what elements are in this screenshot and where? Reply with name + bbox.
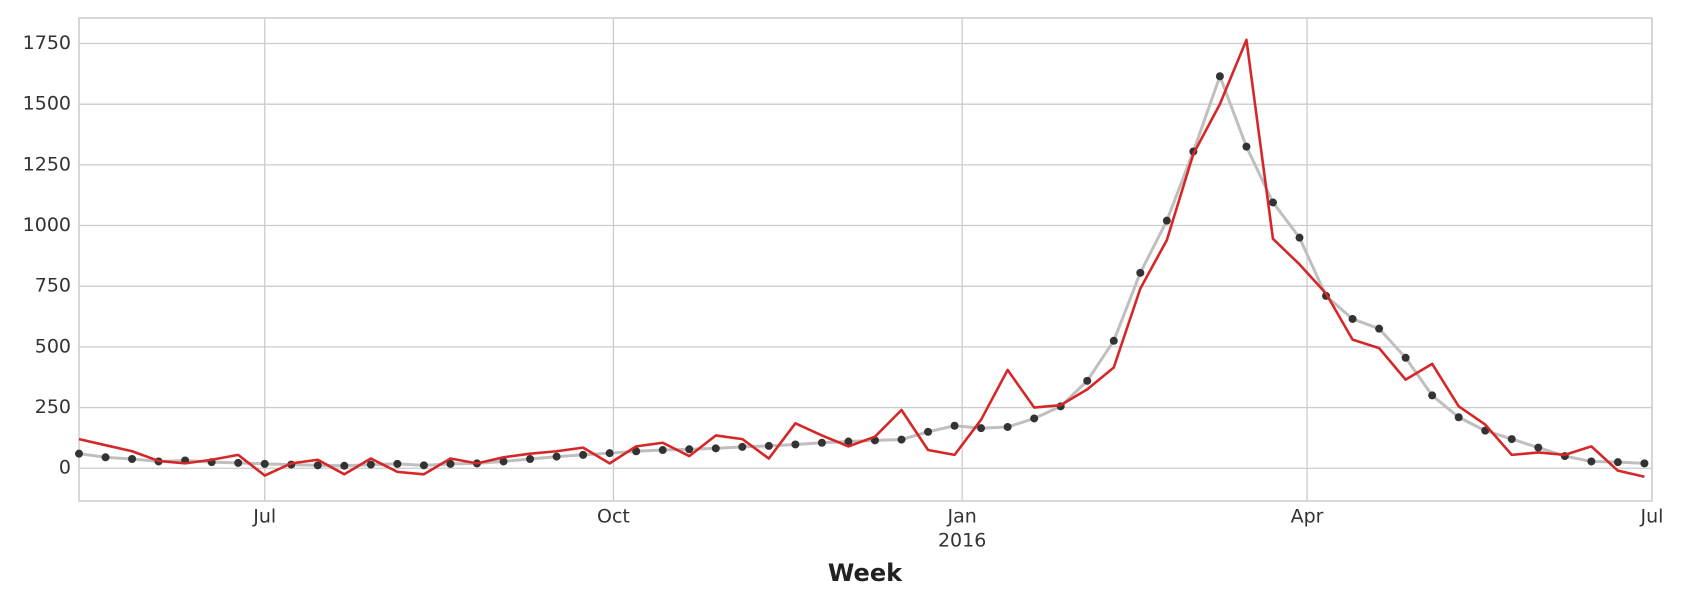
data-point	[446, 459, 455, 468]
data-point	[764, 441, 773, 450]
y-tick-label: 1250	[23, 153, 71, 175]
data-point	[897, 435, 906, 444]
y-tick-label: 0	[59, 457, 71, 479]
data-point	[1534, 443, 1543, 452]
data-point	[950, 421, 959, 430]
data-point	[1083, 376, 1092, 385]
data-point	[366, 460, 375, 469]
data-point	[128, 455, 137, 464]
data-point	[1109, 336, 1118, 345]
data-point	[1162, 216, 1171, 225]
data-point	[738, 442, 747, 451]
data-point	[605, 449, 614, 458]
data-point	[1215, 72, 1224, 81]
data-point	[75, 449, 83, 458]
y-tick-label: 1750	[23, 32, 71, 54]
plot-frame	[78, 17, 1653, 502]
data-point	[791, 440, 800, 449]
data-point	[1242, 142, 1251, 151]
data-point	[658, 446, 667, 455]
data-point	[313, 461, 322, 470]
x-tick-label: Jul	[252, 506, 276, 528]
data-point	[711, 444, 720, 453]
y-tick-label: 1500	[23, 93, 71, 115]
data-point	[977, 424, 986, 433]
y-tick-label: 500	[35, 335, 71, 357]
x-axis-label: Week	[828, 559, 903, 587]
data-point	[1454, 413, 1463, 422]
data-point	[234, 458, 243, 467]
data-point	[1640, 459, 1649, 468]
data-point	[552, 452, 561, 461]
data-point	[1030, 414, 1039, 423]
y-tick-label: 1000	[23, 214, 71, 236]
data-point	[1268, 198, 1277, 207]
x-tick-label: Jan	[947, 506, 977, 528]
data-point	[1613, 458, 1622, 467]
data-point	[844, 437, 853, 446]
data-point	[1401, 353, 1410, 362]
data-point	[419, 461, 428, 470]
data-point	[393, 459, 402, 468]
data-point	[924, 427, 933, 436]
data-point	[260, 459, 269, 468]
data-point	[817, 438, 826, 447]
data-point	[1587, 457, 1596, 466]
x-tick-label: Jul	[1640, 506, 1664, 528]
x-tick-sublabel: 2016	[938, 530, 986, 552]
data-point	[1136, 268, 1145, 277]
data-point	[685, 445, 694, 454]
series-line	[78, 38, 1645, 478]
y-tick-label: 750	[35, 275, 71, 297]
data-point	[1428, 391, 1437, 400]
data-point	[1295, 233, 1304, 242]
data-point	[579, 450, 588, 459]
x-tick-label: Apr	[1291, 506, 1324, 528]
data-point	[1507, 435, 1516, 444]
data-point	[101, 453, 110, 462]
data-point	[1375, 324, 1384, 333]
data-point	[632, 447, 641, 456]
data-point	[526, 455, 535, 464]
y-tick-label: 250	[35, 396, 71, 418]
data-point	[1348, 314, 1357, 323]
data-point	[499, 457, 508, 466]
data-point	[340, 461, 349, 470]
data-point	[1003, 422, 1012, 431]
x-tick-label: Oct	[597, 506, 630, 528]
